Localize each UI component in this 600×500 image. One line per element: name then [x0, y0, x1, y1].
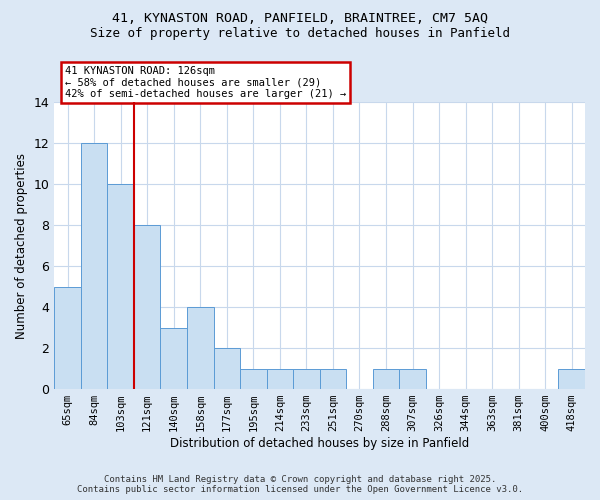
Bar — [107, 184, 134, 389]
Bar — [54, 286, 81, 389]
Text: 41, KYNASTON ROAD, PANFIELD, BRAINTREE, CM7 5AQ: 41, KYNASTON ROAD, PANFIELD, BRAINTREE, … — [112, 12, 488, 26]
Bar — [399, 368, 426, 389]
Bar — [214, 348, 240, 389]
Bar — [373, 368, 399, 389]
Bar — [320, 368, 346, 389]
Y-axis label: Number of detached properties: Number of detached properties — [15, 152, 28, 338]
Bar — [81, 143, 107, 389]
Bar — [240, 368, 266, 389]
Text: 41 KYNASTON ROAD: 126sqm
← 58% of detached houses are smaller (29)
42% of semi-d: 41 KYNASTON ROAD: 126sqm ← 58% of detach… — [65, 66, 346, 99]
Bar — [134, 225, 160, 389]
Bar — [266, 368, 293, 389]
Bar — [187, 307, 214, 389]
Bar — [160, 328, 187, 389]
X-axis label: Distribution of detached houses by size in Panfield: Distribution of detached houses by size … — [170, 437, 469, 450]
Bar — [559, 368, 585, 389]
Text: Contains HM Land Registry data © Crown copyright and database right 2025.
Contai: Contains HM Land Registry data © Crown c… — [77, 474, 523, 494]
Bar — [293, 368, 320, 389]
Text: Size of property relative to detached houses in Panfield: Size of property relative to detached ho… — [90, 28, 510, 40]
